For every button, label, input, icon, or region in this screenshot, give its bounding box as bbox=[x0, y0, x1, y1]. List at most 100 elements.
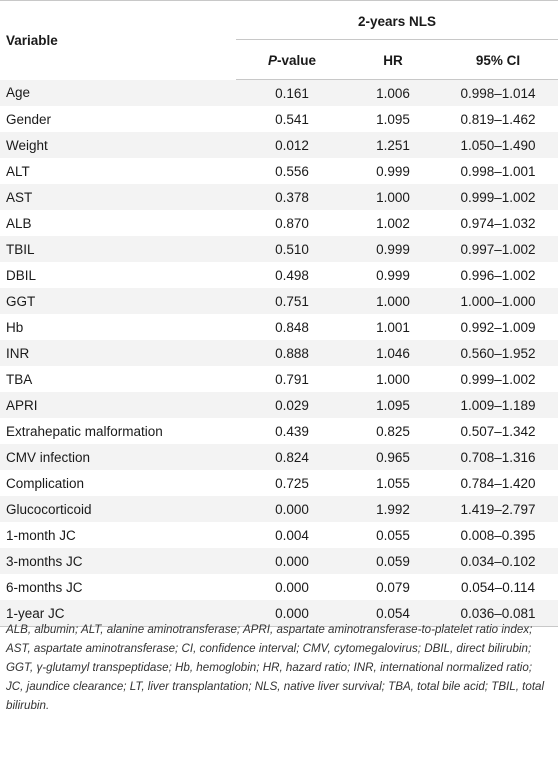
cell-variable: GGT bbox=[0, 288, 236, 314]
cell-p-value: 0.541 bbox=[236, 106, 348, 132]
cell-ci: 0.054–0.114 bbox=[438, 574, 558, 600]
cell-ci: 0.998–1.014 bbox=[438, 79, 558, 106]
cell-variable: Weight bbox=[0, 132, 236, 158]
cell-hr: 1.992 bbox=[348, 496, 438, 522]
cell-hr: 1.001 bbox=[348, 314, 438, 340]
cell-p-value: 0.000 bbox=[236, 600, 348, 627]
cell-hr: 0.055 bbox=[348, 522, 438, 548]
cell-ci: 0.034–0.102 bbox=[438, 548, 558, 574]
cell-hr: 1.251 bbox=[348, 132, 438, 158]
table-row: INR 0.888 1.046 0.560–1.952 bbox=[0, 340, 558, 366]
cell-variable: Gender bbox=[0, 106, 236, 132]
cell-hr: 1.000 bbox=[348, 288, 438, 314]
header-row-group: Variable 2-years NLS bbox=[0, 0, 558, 80]
table-row: APRI 0.029 1.095 1.009–1.189 bbox=[0, 392, 558, 418]
cell-ci: 0.974–1.032 bbox=[438, 210, 558, 236]
cell-p-value: 0.000 bbox=[236, 496, 348, 522]
cell-ci: 0.008–0.395 bbox=[438, 522, 558, 548]
cell-variable: APRI bbox=[0, 392, 236, 418]
table-row: DBIL 0.498 0.999 0.996–1.002 bbox=[0, 262, 558, 288]
table-row: Hb 0.848 1.001 0.992–1.009 bbox=[0, 314, 558, 340]
cell-hr: 0.059 bbox=[348, 548, 438, 574]
cell-hr: 0.999 bbox=[348, 236, 438, 262]
table-row: Complication 0.725 1.055 0.784–1.420 bbox=[0, 470, 558, 496]
cell-ci: 0.999–1.002 bbox=[438, 366, 558, 392]
cell-hr: 1.095 bbox=[348, 106, 438, 132]
cell-hr: 0.054 bbox=[348, 600, 438, 627]
cell-ci: 0.992–1.009 bbox=[438, 314, 558, 340]
cell-ci: 1.419–2.797 bbox=[438, 496, 558, 522]
cell-p-value: 0.439 bbox=[236, 418, 348, 444]
cell-p-value: 0.888 bbox=[236, 340, 348, 366]
cell-hr: 0.965 bbox=[348, 444, 438, 470]
cell-ci: 0.784–1.420 bbox=[438, 470, 558, 496]
cell-ci: 0.819–1.462 bbox=[438, 106, 558, 132]
header-variable: Variable bbox=[0, 0, 236, 80]
table-row: ALB 0.870 1.002 0.974–1.032 bbox=[0, 210, 558, 236]
cell-variable: 1-month JC bbox=[0, 522, 236, 548]
cell-p-value: 0.029 bbox=[236, 392, 348, 418]
cell-ci: 0.708–1.316 bbox=[438, 444, 558, 470]
cell-hr: 1.002 bbox=[348, 210, 438, 236]
cell-variable: ALT bbox=[0, 158, 236, 184]
table-body: Age 0.161 1.006 0.998–1.014 Gender 0.541 1.095… bbox=[0, 79, 558, 627]
cell-hr: 1.000 bbox=[348, 184, 438, 210]
cell-variable: Complication bbox=[0, 470, 236, 496]
cell-hr: 0.999 bbox=[348, 262, 438, 288]
table-row: 3-months JC 0.000 0.059 0.034–0.102 bbox=[0, 548, 558, 574]
table-row: Age 0.161 1.006 0.998–1.014 bbox=[0, 79, 558, 106]
cell-ci: 0.996–1.002 bbox=[438, 262, 558, 288]
cell-variable: Hb bbox=[0, 314, 236, 340]
cell-variable: 6-months JC bbox=[0, 574, 236, 600]
cell-ci: 0.560–1.952 bbox=[438, 340, 558, 366]
cell-ci: 1.000–1.000 bbox=[438, 288, 558, 314]
table-row: 1-month JC 0.004 0.055 0.008–0.395 bbox=[0, 522, 558, 548]
header-row-columns: P-value HR 95% CI bbox=[0, 41, 558, 80]
cell-ci: 0.999–1.002 bbox=[438, 184, 558, 210]
header-ci: 95% CI bbox=[438, 41, 558, 80]
table-row: TBA 0.791 1.000 0.999–1.002 bbox=[0, 366, 558, 392]
cell-p-value: 0.000 bbox=[236, 548, 348, 574]
cell-p-value: 0.870 bbox=[236, 210, 348, 236]
cell-p-value: 0.824 bbox=[236, 444, 348, 470]
cell-variable: TBIL bbox=[0, 236, 236, 262]
results-table: Variable 2-years NLS P-value HR 95% CI A… bbox=[0, 0, 558, 627]
cell-variable: 3-months JC bbox=[0, 548, 236, 574]
table-row: GGT 0.751 1.000 1.000–1.000 bbox=[0, 288, 558, 314]
cell-hr: 0.825 bbox=[348, 418, 438, 444]
cell-p-value: 0.791 bbox=[236, 366, 348, 392]
cell-variable: DBIL bbox=[0, 262, 236, 288]
table-row: 6-months JC 0.000 0.079 0.054–0.114 bbox=[0, 574, 558, 600]
header-group-label: 2-years NLS bbox=[357, 13, 437, 29]
cell-variable: ALB bbox=[0, 210, 236, 236]
cell-hr: 1.006 bbox=[348, 79, 438, 106]
cell-p-value: 0.378 bbox=[236, 184, 348, 210]
header-p-value: P-value bbox=[236, 41, 348, 80]
cell-hr: 1.095 bbox=[348, 392, 438, 418]
table-row: 1-year JC 0.000 0.054 0.036–0.081 bbox=[0, 600, 558, 627]
cell-hr: 0.079 bbox=[348, 574, 438, 600]
cell-ci: 1.009–1.189 bbox=[438, 392, 558, 418]
table-row: AST 0.378 1.000 0.999–1.002 bbox=[0, 184, 558, 210]
table-row: TBIL 0.510 0.999 0.997–1.002 bbox=[0, 236, 558, 262]
cell-p-value: 0.012 bbox=[236, 132, 348, 158]
cell-variable: 1-year JC bbox=[0, 600, 236, 627]
cell-p-value: 0.556 bbox=[236, 158, 348, 184]
cell-variable: Glucocorticoid bbox=[0, 496, 236, 522]
header-hr: HR bbox=[348, 41, 438, 80]
cell-variable: INR bbox=[0, 340, 236, 366]
table-footnote: ALB, albumin; ALT, alanine aminotransfer… bbox=[6, 623, 545, 712]
cell-p-value: 0.510 bbox=[236, 236, 348, 262]
cell-ci: 0.998–1.001 bbox=[438, 158, 558, 184]
cell-p-value: 0.161 bbox=[236, 79, 348, 106]
cell-ci: 0.997–1.002 bbox=[438, 236, 558, 262]
table-row: Weight 0.012 1.251 1.050–1.490 bbox=[0, 132, 558, 158]
cell-p-value: 0.004 bbox=[236, 522, 348, 548]
cell-p-value: 0.498 bbox=[236, 262, 348, 288]
cell-p-value: 0.725 bbox=[236, 470, 348, 496]
cell-p-value: 0.000 bbox=[236, 574, 348, 600]
cell-ci: 0.507–1.342 bbox=[438, 418, 558, 444]
cell-ci: 1.050–1.490 bbox=[438, 132, 558, 158]
cell-p-value: 0.751 bbox=[236, 288, 348, 314]
